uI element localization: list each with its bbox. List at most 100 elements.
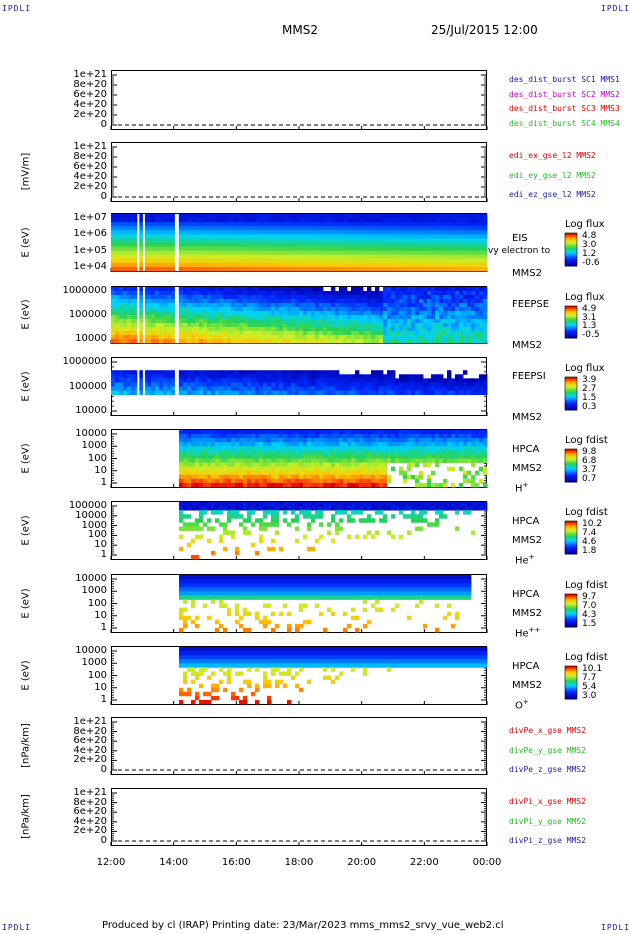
spectrogram-cell [471, 382, 476, 387]
spectrogram-cell [171, 315, 176, 320]
spectrogram-cell [251, 218, 256, 223]
spectrogram-cell [419, 250, 424, 256]
spectrogram-cell [407, 331, 412, 336]
spectrogram-cell [127, 386, 132, 391]
spectrogram-cell [323, 214, 328, 219]
spectrogram-cell [131, 311, 136, 316]
spectrogram-cell [395, 434, 400, 439]
spectrogram-cell [119, 295, 124, 300]
colorbar-swatch [565, 252, 577, 255]
spectrogram-cell [331, 319, 336, 324]
spectrogram-cell [311, 254, 316, 260]
spectrogram-cell [391, 442, 396, 447]
spectrogram-cell [455, 386, 460, 391]
spectrogram-cell [219, 303, 224, 308]
spectrogram-cell [271, 331, 276, 336]
spectrogram-cell [119, 335, 124, 340]
spectrogram-cell [475, 339, 480, 344]
spectrogram-cell [315, 478, 320, 484]
spectrogram-cell [207, 370, 212, 375]
spectrogram-cell [255, 335, 260, 340]
spectrogram-cell [211, 230, 216, 235]
spectrogram-cell [187, 474, 192, 480]
spectrogram-cell [283, 234, 288, 239]
spectrogram-cell [203, 335, 208, 340]
spectrogram-cell [315, 218, 320, 223]
spectrogram-cell [215, 323, 220, 328]
spectrogram-cell [191, 474, 196, 480]
spectrogram-cell [467, 470, 472, 476]
spectrogram-cell [447, 442, 452, 447]
spectrogram-cell [451, 242, 456, 247]
spectrogram-cell [371, 226, 376, 231]
spectrogram-cell [347, 458, 352, 463]
spectrogram-cell [399, 299, 404, 304]
spectrogram-cell [211, 378, 216, 383]
spectrogram-cell [403, 258, 408, 264]
spectrogram-cell [283, 307, 288, 312]
spectrogram-cell [199, 370, 204, 375]
spectrogram-cell [439, 430, 444, 435]
spectrogram-cell [327, 291, 332, 296]
spectrogram-cell [483, 331, 488, 336]
spectrogram-cell [199, 434, 204, 439]
spectrogram-cell [391, 242, 396, 247]
spectrogram-cell [295, 230, 300, 235]
spectrogram-cell [327, 454, 332, 459]
spectrogram-cell [319, 534, 324, 540]
spectrogram-cell [219, 506, 224, 511]
spectrogram-cell [271, 319, 276, 324]
spectrogram-cell [279, 331, 284, 336]
spectrogram-cell [419, 234, 424, 239]
spectrogram-cell [211, 339, 216, 344]
spectrogram-cell [319, 430, 324, 435]
spectrogram-cell [303, 230, 308, 235]
spectrogram-cell [195, 370, 200, 375]
spectrogram-cell [371, 474, 376, 480]
spectrogram-cell [403, 434, 408, 439]
spectrogram-cell [267, 323, 272, 328]
spectrogram-cell [311, 386, 316, 391]
spectrogram-cell [239, 331, 244, 336]
spectrogram-cell [191, 438, 196, 443]
spectrogram-cell [415, 222, 420, 227]
spectrogram-cell [239, 262, 244, 268]
spectrogram-cell [299, 378, 304, 383]
spectrogram-cell [387, 438, 392, 443]
spectrogram-cell [463, 386, 468, 391]
spectrogram-cell [415, 234, 420, 239]
spectrogram-cell [163, 266, 168, 272]
spectrogram-cell [339, 390, 344, 396]
spectrogram-cell [447, 303, 452, 308]
spectrogram-cell [391, 378, 396, 383]
spectrogram-cell [407, 287, 412, 292]
spectrogram-cell [359, 386, 364, 391]
spectrogram-cell [279, 246, 284, 252]
spectrogram-cell [419, 307, 424, 312]
spectrogram-cell [455, 250, 460, 256]
spectrogram-cell [171, 386, 176, 391]
spectrogram-cell [123, 319, 128, 324]
spectrogram-cell [343, 246, 348, 252]
spectrogram-cell [331, 474, 336, 480]
spectrogram-cell [375, 295, 380, 300]
spectrogram-cell [191, 218, 196, 223]
spectrogram-cell [243, 530, 248, 535]
spectrogram-cell [415, 331, 420, 336]
spectrogram-cell [271, 522, 276, 527]
spectrogram-cell [199, 470, 204, 476]
spectrogram-cell [331, 226, 336, 231]
spectrogram-cell [379, 502, 384, 507]
spectrogram-cell [451, 303, 456, 308]
spectrogram-cell [227, 446, 232, 451]
spectrogram-cell [199, 466, 204, 472]
spectrogram-cell [255, 238, 260, 243]
spectrogram-cell [179, 291, 184, 296]
spectrogram-cell [319, 438, 324, 443]
spectrogram-cell [459, 382, 464, 387]
spectrogram-cell [339, 378, 344, 383]
spectrogram-cell [399, 378, 404, 383]
spectrogram-cell [407, 214, 412, 219]
spectrogram-cell [415, 482, 420, 488]
spectrogram-cell [179, 518, 184, 523]
